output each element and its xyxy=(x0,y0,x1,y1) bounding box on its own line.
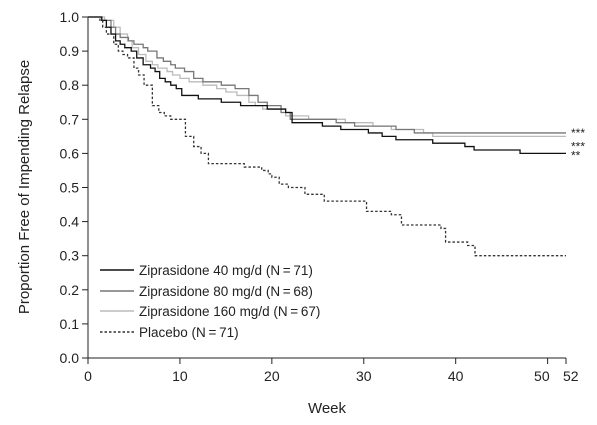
legend-label: Placebo (N = 71) xyxy=(139,325,239,340)
significance-labels: ******** xyxy=(571,126,585,162)
y-tick-label: 0.8 xyxy=(60,77,80,93)
series-line xyxy=(88,16,566,257)
y-tick-label: 0.2 xyxy=(60,282,80,298)
y-axis-title: Proportion Free of Impending Relapse xyxy=(16,60,33,314)
significance-label: *** xyxy=(571,139,585,153)
y-axis-ticks: 0.0 0.1 0.2 0.3 0.4 0.5 0.6 0.7 0.8 0.9 1.0 xyxy=(60,9,88,366)
x-tick-label: 30 xyxy=(356,368,372,384)
x-tick-label: 0 xyxy=(84,368,92,384)
y-tick-label: 0.0 xyxy=(60,350,80,366)
y-tick-label: 1.0 xyxy=(60,9,80,25)
legend: Ziprasidone 40 mg/d (N = 71) Ziprasidone … xyxy=(100,263,320,340)
x-tick-label: 20 xyxy=(264,368,280,384)
y-tick-label: 0.4 xyxy=(60,214,80,230)
y-tick-label: 0.9 xyxy=(60,43,80,59)
x-tick-label: 52 xyxy=(563,368,579,384)
x-tick-label: 10 xyxy=(172,368,188,384)
legend-label: Ziprasidone 40 mg/d (N = 71) xyxy=(139,263,313,278)
x-tick-label: 50 xyxy=(534,368,550,384)
legend-label: Ziprasidone 80 mg/d (N = 68) xyxy=(139,284,313,299)
x-axis-title: Week xyxy=(308,400,347,417)
legend-label: Ziprasidone 160 mg/d (N = 67) xyxy=(139,304,320,319)
series-line xyxy=(88,16,566,134)
y-tick-label: 0.6 xyxy=(60,145,80,161)
x-axis-ticks: 0 10 20 30 40 50 52 xyxy=(84,358,579,384)
x-tick-label: 40 xyxy=(448,368,464,384)
significance-label: *** xyxy=(571,126,585,140)
y-tick-label: 0.5 xyxy=(60,180,80,196)
y-tick-label: 0.1 xyxy=(60,316,80,332)
y-tick-label: 0.7 xyxy=(60,111,80,127)
series-line xyxy=(88,16,566,155)
significance-label: ** xyxy=(571,148,581,162)
survival-curves xyxy=(88,16,566,257)
y-tick-label: 0.3 xyxy=(60,248,80,264)
